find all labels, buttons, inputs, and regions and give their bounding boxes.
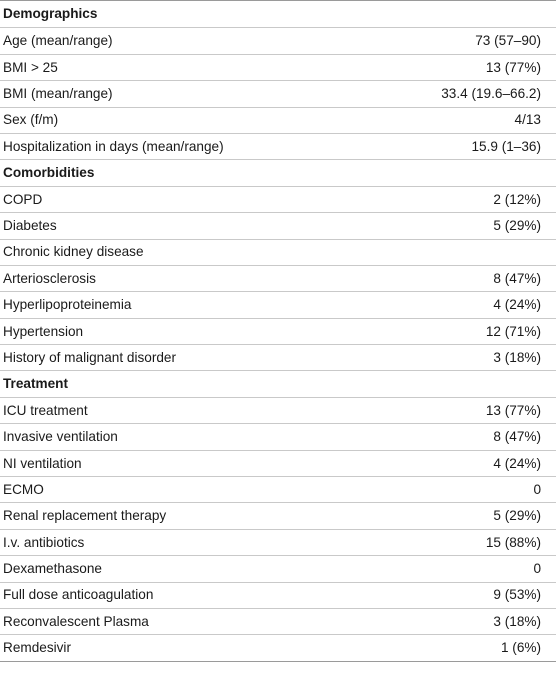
table-row: COPD 2 (12%) (0, 185, 556, 212)
table-row: BMI > 25 13 (77%) (0, 53, 556, 80)
row-value: 9 (53%) (493, 587, 541, 603)
table-row: Age (mean/range) 73 (57–90) (0, 27, 556, 53)
row-label: Chronic kidney disease (3, 244, 144, 260)
section-title: Comorbidities (3, 165, 95, 181)
row-label: I.v. antibiotics (3, 534, 85, 550)
row-label: Sex (f/m) (3, 112, 59, 128)
row-value: 13 (77%) (485, 402, 541, 418)
row-value: 2 (12%) (493, 191, 541, 207)
table-row: Invasive ventilation 8 (47%) (0, 423, 556, 449)
patient-characteristics-table: Demographics Age (mean/range) 73 (57–90)… (0, 0, 556, 662)
row-value: 4 (24%) (493, 297, 541, 313)
row-label: BMI (mean/range) (3, 86, 113, 102)
table-row: ICU treatment 13 (77%) (0, 396, 556, 423)
table-row: Arteriosclerosis 8 (47%) (0, 264, 556, 291)
row-label: Remdesivir (3, 640, 71, 656)
row-label: Arteriosclerosis (3, 270, 96, 286)
row-label: Hypertension (3, 323, 84, 339)
section-header-demographics: Demographics (0, 1, 556, 27)
row-value: 1 (6%) (500, 640, 541, 656)
table-row: NI ventilation 4 (24%) (0, 449, 556, 476)
table-row: Diabetes 5 (29%) (0, 212, 556, 238)
row-label: Diabetes (3, 218, 57, 234)
section-header-comorbidities: Comorbidities (0, 159, 556, 185)
row-label: History of malignant disorder (3, 349, 177, 365)
table-row: History of malignant disorder 3 (18%) (0, 344, 556, 370)
row-label: Renal replacement therapy (3, 508, 167, 524)
row-label: Invasive ventilation (3, 429, 118, 445)
row-value: 8 (47%) (493, 270, 541, 286)
row-label: NI ventilation (3, 455, 82, 471)
row-value: 5 (29%) (493, 218, 541, 234)
row-label: ECMO (3, 481, 44, 497)
table-row: I.v. antibiotics 15 (88%) (0, 528, 556, 555)
row-value: 33.4 (19.6–66.2) (441, 86, 541, 102)
section-header-treatment: Treatment (0, 370, 556, 396)
table-row: Renal replacement therapy 5 (29%) (0, 502, 556, 528)
table-row: Reconvalescent Plasma 3 (18%) (0, 607, 556, 634)
row-value: 73 (57–90) (475, 33, 541, 49)
row-value: 0 (533, 481, 541, 497)
table-row: Hospitalization in days (mean/range) 15.… (0, 132, 556, 159)
row-value: 15 (88%) (485, 534, 541, 550)
row-label: Hyperlipoproteinemia (3, 297, 132, 313)
row-value: 3 (18%) (493, 613, 541, 629)
table-row: Hyperlipoproteinemia 4 (24%) (0, 291, 556, 317)
row-value: 5 (29%) (493, 508, 541, 524)
row-value: 15.9 (1–36) (471, 138, 541, 154)
row-label: COPD (3, 191, 43, 207)
row-label: ICU treatment (3, 402, 88, 418)
row-value: 13 (77%) (485, 59, 541, 75)
row-label: Reconvalescent Plasma (3, 613, 149, 629)
row-label: Hospitalization in days (mean/range) (3, 138, 224, 154)
row-label: Full dose anticoagulation (3, 587, 154, 603)
row-value: 4/13 (514, 112, 541, 128)
section-title: Demographics (3, 6, 98, 22)
table-row: Sex (f/m) 4/13 (0, 106, 556, 133)
row-value: 3 (18%) (493, 349, 541, 365)
row-value: 0 (533, 561, 541, 577)
table-row: Remdesivir 1 (6%) (0, 634, 556, 660)
row-label: BMI > 25 (3, 59, 58, 75)
table-row: Chronic kidney disease (0, 238, 556, 265)
section-title: Treatment (3, 376, 68, 392)
row-value: 4 (24%) (493, 455, 541, 471)
table-row: BMI (mean/range) 33.4 (19.6–66.2) (0, 80, 556, 106)
table-row: Hypertension 12 (71%) (0, 317, 556, 344)
row-value: 12 (71%) (485, 323, 541, 339)
row-label: Age (mean/range) (3, 33, 113, 49)
table-row: Dexamethasone 0 (0, 555, 556, 581)
table-row: Full dose anticoagulation 9 (53%) (0, 581, 556, 608)
table-row: ECMO 0 (0, 476, 556, 502)
row-label: Dexamethasone (3, 561, 102, 577)
row-value: 8 (47%) (493, 429, 541, 445)
